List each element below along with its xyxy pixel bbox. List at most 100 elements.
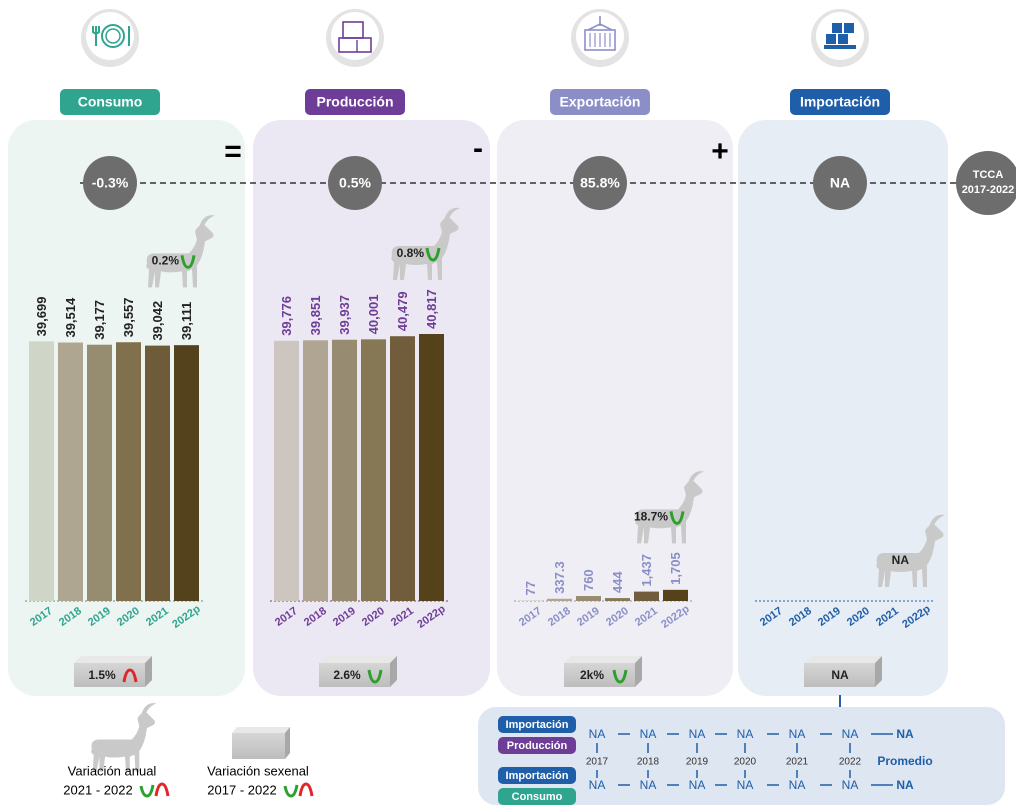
legend-period: 2017 - 2022 (207, 782, 276, 797)
annual-variation: 0.2% (152, 253, 180, 267)
bar (116, 342, 141, 601)
bar (663, 589, 688, 601)
icon-exportacion (571, 9, 629, 67)
panel-title: Consumo (78, 94, 143, 110)
row-pill-bottom (498, 737, 576, 754)
ratio-panel (478, 707, 1005, 805)
tcca-circle (328, 156, 382, 210)
operator: - (473, 132, 483, 165)
tcca-value: NA (830, 175, 850, 191)
column-label: 2019 (686, 757, 709, 768)
operator: + (711, 135, 729, 168)
ratio-value: NA (842, 727, 859, 741)
box-front (804, 663, 875, 687)
value-label: 39,177 (92, 300, 107, 340)
panel-title: Exportación (560, 94, 641, 110)
box-side (390, 656, 397, 687)
tcca-value: 0.5% (339, 175, 371, 191)
ratio-value: NA (737, 727, 754, 741)
operator: = (224, 135, 242, 168)
legend-goat (91, 703, 157, 772)
value-label: 39,042 (150, 301, 165, 341)
trend-arrow (367, 669, 383, 684)
annual-variation: 0.8% (397, 246, 425, 260)
trend-arrow (425, 247, 441, 262)
row-label: Consumo (512, 791, 563, 803)
value-label: 1,437 (639, 554, 654, 587)
value-label: 39,937 (337, 295, 352, 335)
box-top (804, 656, 882, 663)
ratio-value: NA (640, 727, 657, 741)
bar (274, 340, 299, 601)
ratio-value: NA (842, 778, 859, 792)
bar (58, 342, 83, 601)
title-pill (790, 89, 890, 115)
trend-arrow (180, 255, 196, 269)
bar (547, 598, 572, 601)
trend-arrow (669, 511, 685, 525)
tcca-circle (813, 156, 867, 210)
column-label: 2022 (839, 757, 862, 768)
tcca-circle (573, 156, 627, 210)
value-label: 39,851 (308, 296, 323, 336)
tcca-badge: TCCA 2017-2022 (956, 151, 1016, 215)
box-side (635, 656, 642, 687)
tcca-title: TCCA (973, 169, 1004, 181)
bar (419, 334, 444, 601)
ratio-value: NA (789, 727, 806, 741)
panel-title: Importación (800, 94, 880, 110)
ratio-value: NA (589, 727, 606, 741)
column-label: 2020 (734, 757, 757, 768)
bar (174, 345, 199, 601)
column-label: 2021 (786, 757, 809, 768)
ratio-value: NA (689, 727, 706, 741)
panel (738, 120, 948, 696)
sexennial-variation: NA (831, 668, 849, 682)
bar (518, 600, 543, 601)
bar (145, 345, 170, 601)
value-label: 444 (610, 571, 625, 593)
ratio-value: NA (789, 778, 806, 792)
value-label: 40,001 (366, 295, 381, 335)
value-label: 1,705 (668, 552, 683, 585)
bar (332, 339, 357, 601)
bar (576, 596, 601, 601)
box-top (564, 656, 642, 663)
value-label: 337.3 (552, 561, 567, 594)
box-front (564, 663, 635, 687)
value-label: 39,111 (179, 302, 194, 340)
icon-produccion (326, 9, 384, 67)
row-pill-top (498, 716, 576, 733)
bar (361, 339, 386, 601)
ratio-table: Importación Producción NA NA NA NA NA NA NA Impor… (498, 716, 933, 805)
row-pill-top (498, 767, 576, 784)
title-pill (60, 89, 160, 115)
bar (634, 591, 659, 601)
column-label: Promedio (877, 754, 932, 768)
legend-label: Variación sexenal (207, 763, 309, 778)
bar (605, 598, 630, 601)
sexennial-variation: 2k% (580, 668, 604, 682)
icon-consumo (81, 9, 139, 67)
value-label: 39,776 (279, 296, 294, 336)
bar (87, 344, 112, 601)
row-label: Importación (506, 770, 569, 782)
column-label: 2018 (637, 757, 660, 768)
value-label: 760 (581, 569, 596, 591)
trend-arrow (122, 668, 138, 683)
ratio-value: NA (737, 778, 754, 792)
box-side (145, 656, 152, 687)
annual-variation: 18.7% (634, 510, 668, 524)
row-label: Producción (507, 740, 568, 752)
panel-title: Producción (316, 94, 393, 110)
value-label: 39,514 (63, 297, 78, 338)
value-label: 40,479 (395, 291, 410, 331)
value-label: 77 (523, 581, 538, 595)
tcca-circle (83, 156, 137, 210)
box-front (319, 663, 390, 687)
box-top (74, 656, 152, 663)
ratio-value: NA (896, 727, 914, 741)
value-label: 39,557 (121, 297, 136, 337)
box-top (319, 656, 397, 663)
value-label: 40,817 (424, 289, 439, 329)
